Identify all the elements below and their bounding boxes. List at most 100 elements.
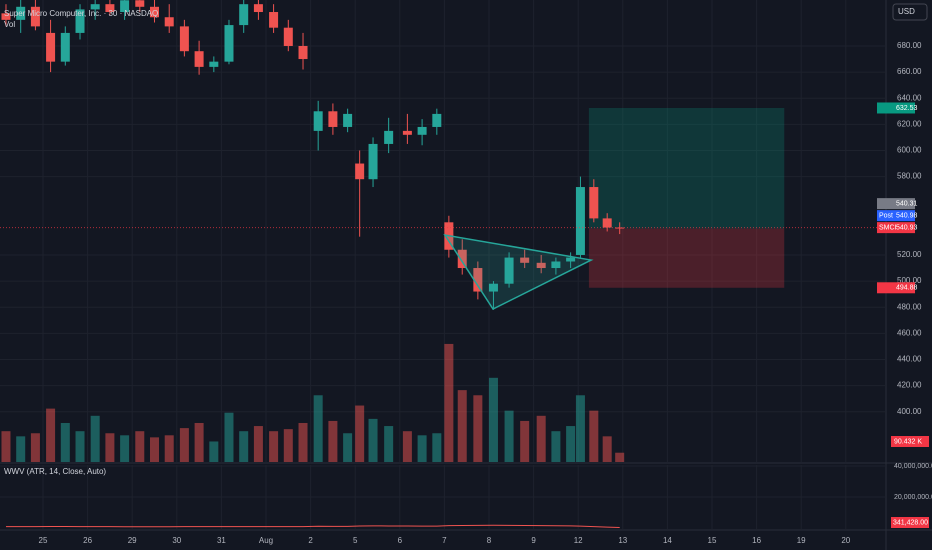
candle-body [253,4,263,13]
candle-body [179,26,189,52]
volume-bar [368,418,378,462]
candle-body [457,249,467,269]
y-tick-label: 420.00 [897,381,922,390]
volume-bar [432,433,442,462]
y-tick-label: 580.00 [897,172,922,181]
y-tick-label: 400.00 [897,407,922,416]
x-tick-label: 14 [663,536,672,545]
candle-body [30,6,40,27]
candle-body [239,4,249,26]
price-label-box [877,222,915,234]
candle-body [368,143,378,180]
price-label-box [877,210,915,222]
chart-title: Super Micro Computer, Inc. · 30 · NASDAQ [4,9,158,18]
y-tick-label: 680.00 [897,41,922,50]
currency-box[interactable] [892,3,928,21]
volume-bar [488,377,498,462]
x-tick-label: Aug [259,536,273,545]
candle-body [46,32,56,62]
price-label-box [877,198,915,210]
y2-tick-label: 20,000,000.00 [894,494,932,501]
y2-tick-label: 40,000,000.00 [894,463,932,470]
candle-body [194,51,204,67]
candle-body [313,111,323,131]
x-tick-label: 2 [308,536,313,545]
y-tick-label: 480.00 [897,302,922,311]
candle-body [536,262,546,269]
volume-bar [536,415,546,462]
x-tick-label: 31 [217,536,226,545]
volume-bar [575,395,585,462]
volume-label: 90.432 K [894,438,922,445]
currency: USD [898,7,915,16]
volume-bar [566,426,576,462]
x-tick-label: 6 [398,536,403,545]
volume-bar [120,435,130,462]
indicator-pane [0,465,886,530]
price-label-value: 540.98 [896,212,918,219]
volume-bar [551,431,561,462]
candle-body [504,257,514,284]
candle-body [602,218,612,228]
y-tick-label: 500.00 [897,276,922,285]
candle-body [551,261,561,269]
volume-bar [90,415,100,462]
volume-bar [164,435,174,462]
candle-body [75,9,85,33]
volume-bar [504,410,514,462]
volume-bar [209,441,219,462]
volume-bar [355,405,365,462]
candle-body [520,257,530,263]
volume-bar [105,433,115,462]
candle-body [120,0,130,13]
volume-bar [224,412,234,462]
triangle-drawing [443,233,594,311]
candle-body [105,4,115,13]
price-label-box [877,282,915,294]
volume-bar [473,395,483,462]
y-tick-label: 620.00 [897,119,922,128]
volume-title: Vol [4,20,15,29]
candle-body [224,25,234,62]
x-tick-label: 15 [708,536,717,545]
x-tick-label: 5 [353,536,358,545]
volume-bar [343,433,353,462]
volume-bar [417,435,427,462]
x-tick-label: 13 [618,536,627,545]
target-zone [588,107,785,229]
price-label-value: 540.93 [896,224,918,231]
volume-bar [239,431,249,462]
x-tick-label: 9 [531,536,536,545]
volume-bar [457,390,467,462]
volume-bar [16,436,26,462]
y-tick-label: 640.00 [897,93,922,102]
candle-body [90,4,100,10]
y-tick-label: 520.00 [897,250,922,259]
stop-zone [588,228,785,288]
volume-bar [384,426,394,462]
y-tick-label: 600.00 [897,146,922,155]
candle-body [417,126,427,135]
volume-bar [328,420,338,462]
candle-body [355,163,365,180]
volume-bar [444,343,454,462]
candle-body [589,187,599,219]
price-label-name: SMCI [879,224,897,231]
candle-body [1,13,11,20]
volume-bar [402,431,412,462]
y-tick-label: 440.00 [897,355,922,364]
candle-body [566,257,576,262]
volume-bar [283,429,293,462]
volume-bar [46,408,56,462]
volume-bar [253,426,263,462]
candle-body [402,130,412,135]
price-label-value: 494.88 [896,285,918,292]
x-tick-label: 12 [574,536,583,545]
x-tick-label: 8 [487,536,492,545]
volume-bar [75,431,85,462]
indicator-title: WWV (ATR, 14, Close, Auto) [4,467,106,476]
axes: 25 26 29 30 31 Aug 2 5 6 7 8 9 12 13 14 15 16 19 20680.006… [39,41,932,545]
main-pane [0,0,886,462]
x-tick-label: 30 [172,536,181,545]
